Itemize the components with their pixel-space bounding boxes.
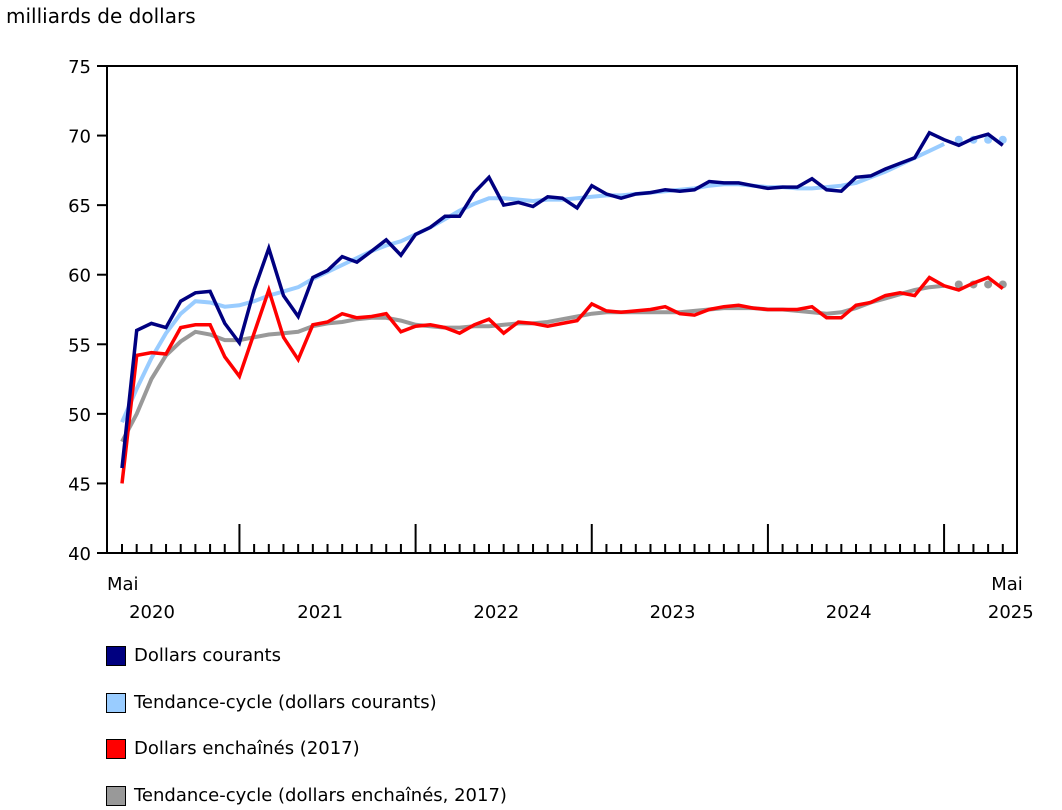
- y-tick-label: 60: [68, 266, 91, 287]
- x-year-label: 2022: [473, 602, 519, 623]
- legend-label: Tendance-cycle (dollars courants): [134, 692, 437, 713]
- x-end-month-label: Mai: [991, 574, 1023, 595]
- y-tick-label: 75: [68, 57, 91, 78]
- legend-label: Dollars courants: [134, 645, 281, 666]
- legend-item-tendance-courants: Tendance-cycle (dollars courants): [106, 692, 437, 713]
- x-year-label: 2025: [988, 602, 1034, 623]
- series-line-2: [120, 275, 1004, 484]
- y-tick-label: 55: [68, 335, 91, 356]
- legend-swatch: [106, 785, 126, 806]
- y-axis-label: milliards de dollars: [6, 4, 196, 28]
- plot-frame: [106, 65, 1018, 554]
- x-year-label: 2020: [129, 602, 175, 623]
- trend-projection-point: [954, 280, 963, 289]
- y-tick-label: 65: [68, 196, 91, 217]
- legend-item-dollars-enchaines: Dollars enchaînés (2017): [106, 738, 360, 759]
- trend-projection-point: [984, 280, 993, 289]
- legend-swatch: [106, 692, 126, 713]
- series-line-1: [120, 142, 945, 424]
- legend-label: Dollars enchaînés (2017): [134, 738, 360, 759]
- y-tick-label: 50: [68, 405, 91, 426]
- x-year-label: 2023: [650, 602, 696, 623]
- legend-item-dollars-courants: Dollars courants: [106, 645, 281, 666]
- line-chart: 40 45 50 55 60 65 70 75 Mai Mai 2020 2021 2022 2023 20…: [68, 57, 1034, 623]
- legend-swatch: [106, 645, 126, 666]
- y-tick-label: 45: [68, 474, 91, 495]
- x-year-label: 2021: [297, 602, 343, 623]
- y-tick-label: 40: [68, 544, 91, 565]
- legend-item-tendance-enchaines: Tendance-cycle (dollars enchaînés, 2017): [106, 785, 507, 806]
- x-year-label: 2024: [826, 602, 872, 623]
- legend-swatch: [106, 738, 126, 759]
- trend-projection-point: [954, 135, 963, 144]
- legend-label: Tendance-cycle (dollars enchaînés, 2017): [134, 785, 507, 806]
- x-start-month-label: Mai: [107, 574, 139, 595]
- series-line-0: [120, 130, 1004, 469]
- y-tick-label: 70: [68, 127, 91, 148]
